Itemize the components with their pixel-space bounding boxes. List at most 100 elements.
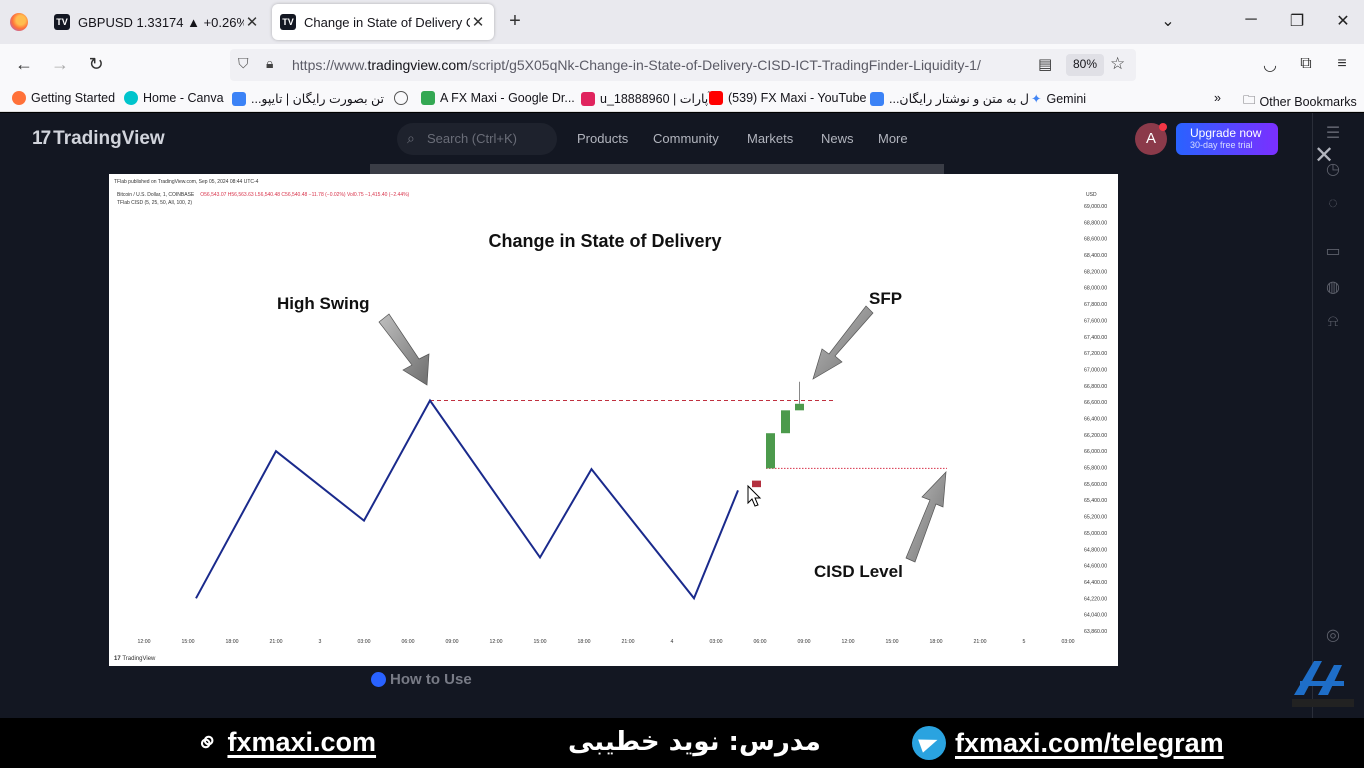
candle xyxy=(752,480,761,488)
bookmark-speech-to-text[interactable]: ...ل به متن و نوشتار رایگان xyxy=(870,91,1029,106)
candle xyxy=(781,410,790,434)
close-icon[interactable]: ✕ xyxy=(245,14,259,31)
y-axis: 69,000.00 68,800.00 68,600.00 68,400.00 68,2… xyxy=(1084,204,1107,635)
chat-icon[interactable]: ▭ xyxy=(1325,243,1341,260)
y-tick-label: 66,200.00 xyxy=(1084,433,1107,439)
list-all-tabs-icon[interactable]: ⌄ xyxy=(1161,13,1175,30)
indicator-line: TFlab CISD (5, 25, 50, All, 100, 2) xyxy=(117,200,192,206)
other-bookmarks[interactable]: 🗀 Other Bookmarks xyxy=(1243,91,1357,112)
bookmark-typo[interactable]: ...تن بصورت رایگان | تایپو xyxy=(232,91,384,106)
menu-icon[interactable]: ≡ xyxy=(1337,55,1347,72)
y-tick-label: 64,040.00 xyxy=(1084,613,1107,619)
cisd-level-label: CISD Level xyxy=(814,562,903,581)
pocket-icon[interactable]: ◡ xyxy=(1263,57,1277,74)
nav-products[interactable]: Products xyxy=(577,131,629,146)
bookmarks-bar: Getting Started Home - Canva ...تن بصورت… xyxy=(0,86,1364,112)
alerts-clock-icon[interactable]: ◷ xyxy=(1326,161,1340,178)
restore-icon[interactable]: ❐ xyxy=(1289,13,1305,30)
bookmark-canva[interactable]: Home - Canva xyxy=(124,91,224,105)
y-tick-label: 65,200.00 xyxy=(1084,515,1107,521)
ideas-bulb-icon[interactable]: ◌ xyxy=(1328,195,1338,212)
shield-icon[interactable]: ⛉ xyxy=(238,55,249,71)
tab-cisd[interactable]: TV Change in State of Delivery CISD ✕ xyxy=(272,4,494,40)
info-dot-icon xyxy=(371,672,386,687)
x-tick-label: 21:00 xyxy=(974,639,987,645)
reader-view-icon[interactable]: ▤ xyxy=(1038,56,1053,73)
y-tick-label: 68,200.00 xyxy=(1084,269,1107,275)
close-icon[interactable]: ✕ xyxy=(471,14,485,31)
x-tick-label: 21:00 xyxy=(622,639,635,645)
browser-tab-bar: TV GBPUSD 1.33174 ▲ +0.26% Uni ✕ TV Chan… xyxy=(0,0,1364,44)
mouse-cursor-icon xyxy=(747,484,762,507)
x-tick-label: 09:00 xyxy=(798,639,811,645)
back-arrow-icon[interactable]: ← xyxy=(15,54,33,74)
y-tick-label: 66,400.00 xyxy=(1084,417,1107,423)
avatar[interactable]: A xyxy=(1135,123,1167,155)
how-to-use-link[interactable]: How to Use xyxy=(371,671,472,688)
nav-news[interactable]: News xyxy=(821,131,854,146)
help-icon[interactable]: ◎ xyxy=(1326,627,1340,644)
y-tick-label: 66,800.00 xyxy=(1084,384,1107,390)
minimize-icon[interactable]: ─ xyxy=(1245,11,1257,28)
chart-toolbar-strip xyxy=(370,164,944,174)
website-link[interactable]: ⚭ fxmaxi.com xyxy=(188,723,377,762)
watchlist-icon[interactable]: ☰ xyxy=(1325,125,1341,142)
bookmark-globe[interactable] xyxy=(394,91,413,105)
y-tick-label: 65,600.00 xyxy=(1084,482,1107,488)
sfp-label: SFP xyxy=(869,289,902,308)
y-tick-label: 67,200.00 xyxy=(1084,351,1107,357)
url-text[interactable]: https://www.tradingview.com/script/g5X05… xyxy=(292,57,981,73)
telegram-link[interactable]: fxmaxi.com/telegram xyxy=(912,726,1224,760)
x-tick-label: 4 xyxy=(671,639,674,645)
typo-icon xyxy=(232,91,246,106)
notifications-bell-icon[interactable]: ⍾ xyxy=(1327,313,1339,330)
nav-markets[interactable]: Markets xyxy=(747,131,794,146)
bookmark-star-icon[interactable]: ☆ xyxy=(1110,54,1126,73)
extensions-icon[interactable]: ⧉ xyxy=(1300,55,1312,72)
bookmark-youtube[interactable]: (539) FX Maxi - YouTube xyxy=(709,91,867,105)
streams-icon[interactable]: ◍ xyxy=(1326,279,1340,296)
y-tick-label: 65,400.00 xyxy=(1084,498,1107,504)
x-tick-label: 18:00 xyxy=(930,639,943,645)
video-footer-banner: ⚭ fxmaxi.com مدرس: نوید خطیبی fxmaxi.com/… xyxy=(0,718,1364,768)
firefox-icon[interactable] xyxy=(10,13,28,31)
y-tick-label: 67,400.00 xyxy=(1084,335,1107,341)
more-bookmarks-chevron-icon[interactable]: » xyxy=(1214,91,1221,105)
search-icon: ⌕ xyxy=(407,130,415,146)
published-line: TFlab published on TradingView.com, Sep … xyxy=(114,179,259,185)
speech-icon xyxy=(870,91,884,106)
y-tick-label: 64,220.00 xyxy=(1084,596,1107,602)
x-tick-label: 21:00 xyxy=(270,639,283,645)
bookmark-getting-started[interactable]: Getting Started xyxy=(12,91,115,105)
reload-icon[interactable]: ↻ xyxy=(88,54,104,74)
bookmark-gemini[interactable]: ✦ Gemini xyxy=(1031,91,1087,107)
folder-icon: 🗀 xyxy=(1243,93,1256,107)
lock-icon[interactable]: 🔒︎ xyxy=(266,55,274,71)
x-axis: 12:00 15:00 18:00 21:00 3 03:00 06:00 09:00 12:0… xyxy=(138,639,1075,645)
zoom-level[interactable]: 80% xyxy=(1066,54,1105,76)
right-toolbar: ☰ ◷ ◌ ▭ ◍ ⍾ ◎ xyxy=(1312,113,1364,718)
forward-arrow-icon[interactable]: → xyxy=(51,54,69,74)
tab-title: GBPUSD 1.33174 ▲ +0.26% Uni xyxy=(78,14,244,30)
tab-gbpusd[interactable]: TV GBPUSD 1.33174 ▲ +0.26% Uni ✕ xyxy=(46,4,268,40)
window-close-icon[interactable]: ✕ xyxy=(1336,13,1350,30)
y-tick-label: 65,000.00 xyxy=(1084,531,1107,537)
y-tick-label: 66,600.00 xyxy=(1084,400,1107,406)
y-tick-label: 64,800.00 xyxy=(1084,547,1107,553)
close-overlay-icon[interactable]: ✕ xyxy=(1314,142,1335,169)
x-tick-label: 12:00 xyxy=(842,639,855,645)
browser-nav-bar: ← → ↻ ⛉ 🔒︎ https://www.tradingview.com/s… xyxy=(0,44,1364,86)
bookmark-google-drive[interactable]: A FX Maxi - Google Dr... xyxy=(421,91,575,105)
search-input[interactable]: ⌕ Search (Ctrl+K) xyxy=(397,123,557,155)
bookmark-aparat[interactable]: u_18888960 | آپارات xyxy=(581,91,712,106)
tradingview-logo[interactable]: 17 TradingView xyxy=(32,128,165,149)
chart-image[interactable]: TFlab published on TradingView.com, Sep … xyxy=(109,174,1118,666)
url-bar[interactable]: ⛉ 🔒︎ https://www.tradingview.com/script/… xyxy=(230,49,1136,81)
upgrade-button[interactable]: Upgrade now 30-day free trial xyxy=(1176,123,1278,155)
nav-community[interactable]: Community xyxy=(653,131,719,146)
nav-more[interactable]: More xyxy=(878,131,908,146)
currency-label: USD xyxy=(1086,192,1097,198)
new-tab-button[interactable]: + xyxy=(509,10,521,32)
gemini-icon: ✦ xyxy=(1031,92,1042,106)
y-tick-label: 67,600.00 xyxy=(1084,318,1107,324)
